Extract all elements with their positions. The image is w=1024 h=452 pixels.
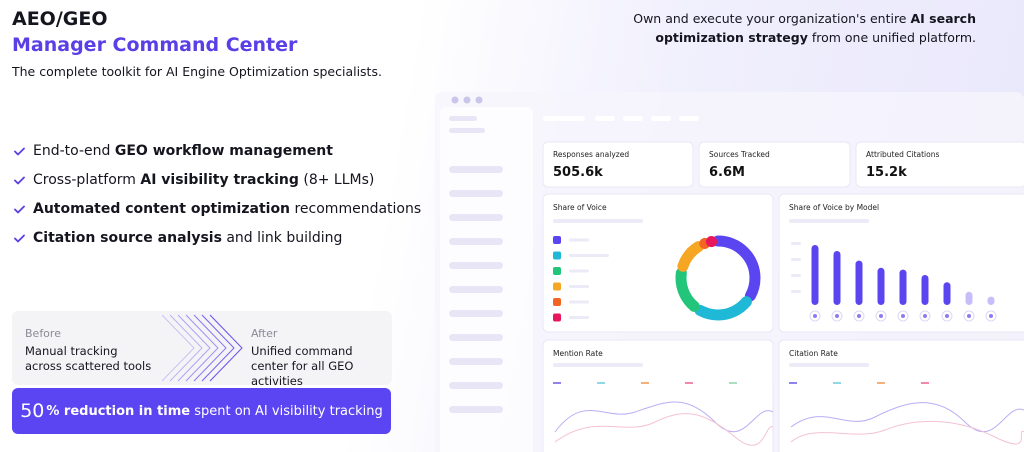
after-label: After — [251, 327, 278, 340]
legend-placeholder — [569, 269, 589, 273]
model-icon-dot — [813, 314, 817, 318]
bar — [987, 296, 995, 305]
check-icon — [14, 147, 25, 155]
metric-label: Responses analyzed — [553, 150, 629, 159]
model-icon-dot — [835, 314, 839, 318]
model-icon-dot — [989, 314, 993, 318]
feature: End-to-end GEO workflow management — [14, 143, 333, 159]
panel-title: Mention Rate — [553, 349, 603, 358]
bar — [965, 291, 973, 305]
text-segment: Automated content optimization — [33, 201, 291, 217]
feature-text: Automated content optimization recommend… — [33, 201, 421, 217]
legend-swatch — [553, 298, 561, 306]
legend-swatch — [553, 236, 561, 244]
text-segment: GEO workflow management — [114, 143, 333, 159]
feature-text: Cross-platform AI visibility tracking (8… — [33, 172, 374, 188]
panel-title: Share of Voice — [553, 203, 607, 212]
tagline: The complete toolkit for AI Engine Optim… — [12, 64, 382, 79]
bar — [811, 245, 819, 305]
subtitle: Manager Command Center — [12, 34, 298, 56]
text-segment: spent on AI visibility tracking — [190, 403, 383, 419]
legend-placeholder — [569, 300, 589, 304]
model-icon-dot — [945, 314, 949, 318]
text-segment: (8+ LLMs) — [298, 172, 375, 188]
legend-placeholder — [569, 316, 589, 319]
donut-segment — [675, 235, 761, 321]
check-icon — [14, 176, 25, 184]
metric-card — [698, 141, 851, 188]
legend-placeholder — [569, 254, 609, 257]
text-segment: End-to-end — [33, 143, 115, 159]
arrow — [162, 314, 243, 382]
check-icon — [14, 205, 25, 213]
feature: Cross-platform AI visibility tracking (8… — [14, 172, 374, 188]
feature: Citation source analysis and link buildi… — [14, 230, 342, 246]
metric-label: Attributed Citations — [866, 150, 939, 159]
bar — [877, 267, 885, 305]
text-segment: AI visibility tracking — [140, 172, 299, 188]
metric-value: 505.6k — [553, 165, 603, 180]
text-segment: recommendations — [290, 201, 422, 217]
text-segment: 50 — [20, 400, 45, 422]
bar — [833, 251, 841, 305]
text-segment: reduction in time — [59, 403, 191, 419]
banner: 50% reduction in time spent on AI visibi… — [12, 388, 391, 434]
title: AEO/GEO — [12, 8, 108, 30]
panel-title: Citation Rate — [789, 349, 838, 358]
before-label: Before — [25, 327, 61, 340]
legend-swatch — [553, 267, 561, 275]
legend-swatch — [553, 251, 561, 260]
text-segment: AI search optimization strategy — [655, 11, 976, 45]
before-text: Manual tracking across scattered tools — [25, 344, 152, 373]
bar — [921, 275, 929, 305]
text-segment: Own and execute your organization's enti… — [633, 11, 911, 26]
donut-segment — [675, 235, 761, 321]
bar — [943, 282, 951, 305]
metric-card — [855, 141, 1024, 188]
bar — [899, 269, 907, 305]
sidebar — [440, 107, 533, 452]
model-icon-dot — [967, 314, 971, 318]
dashboard: Responses analyzed 505.6k Sources Tracked 6… — [435, 92, 1024, 452]
feature: Automated content optimization recommend… — [14, 201, 421, 217]
text-segment: and link building — [221, 230, 343, 246]
panel-title: Share of Voice by Model — [789, 203, 879, 212]
feature-text: End-to-end GEO workflow management — [33, 143, 333, 159]
text-segment: % — [46, 403, 60, 419]
metric-value: 15.2k — [866, 165, 907, 180]
model-icon-dot — [923, 314, 927, 318]
metric-card — [542, 141, 694, 188]
bar — [855, 260, 863, 305]
model-icon-dot — [857, 314, 861, 318]
model-icon-dot — [901, 314, 905, 318]
feature-text: Citation source analysis and link buildi… — [33, 230, 342, 246]
legend-placeholder — [569, 238, 589, 242]
text-segment: Citation source analysis — [33, 230, 222, 246]
donut-segment — [675, 235, 761, 321]
metric-label: Sources Tracked — [709, 150, 770, 159]
metric-value: 6.6M — [709, 165, 745, 180]
legend-swatch — [553, 282, 561, 291]
check-icon — [14, 234, 25, 242]
comparison: Before Manual tracking across scattered … — [12, 311, 392, 388]
text-segment: Cross-platform — [33, 172, 141, 188]
after-text: Unified command center for all GEO activ… — [251, 344, 354, 388]
intro: Own and execute your organization's enti… — [600, 9, 976, 47]
legend-placeholder — [569, 285, 589, 288]
text-segment: from one unified platform. — [807, 30, 976, 45]
legend-swatch — [553, 313, 561, 322]
model-icon-dot — [879, 314, 883, 318]
